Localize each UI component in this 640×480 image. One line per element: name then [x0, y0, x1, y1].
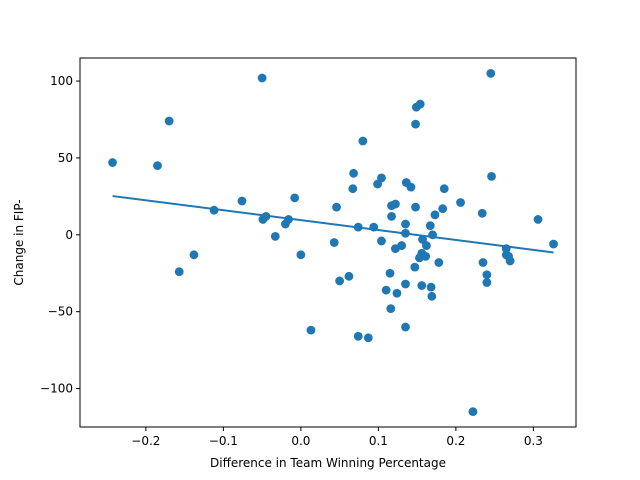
- data-point: [363, 333, 373, 343]
- data-point: [478, 258, 488, 267]
- data-point: [439, 184, 449, 194]
- y-tick-label: 100: [50, 74, 73, 88]
- y-tick-label: 50: [58, 151, 73, 165]
- data-point: [411, 202, 420, 212]
- x-tick-label: 0.0: [291, 434, 310, 448]
- data-point: [237, 196, 247, 206]
- data-point: [257, 73, 267, 83]
- data-point: [427, 291, 437, 301]
- data-point: [391, 199, 400, 209]
- x-tick-label: 0.1: [369, 434, 388, 448]
- data-point: [430, 210, 440, 220]
- data-point: [434, 258, 444, 267]
- x-tick-label: −0.2: [131, 434, 160, 448]
- data-point: [486, 68, 496, 78]
- data-point: [381, 285, 391, 295]
- data-point: [397, 241, 407, 250]
- y-axis-label: Change in FIP-: [12, 199, 26, 285]
- data-point: [377, 236, 386, 246]
- data-point: [482, 270, 492, 280]
- y-axis-ticks: −100 −50 0 50 100: [40, 74, 80, 396]
- trend-line: [112, 195, 554, 254]
- data-point: [415, 99, 425, 109]
- plot-frame: [79, 57, 577, 428]
- data-point: [438, 204, 448, 214]
- data-point: [456, 198, 465, 207]
- data-point: [329, 238, 339, 247]
- data-point: [549, 239, 558, 249]
- data-point: [353, 331, 363, 341]
- data-point: [406, 182, 416, 192]
- data-point: [401, 322, 410, 332]
- x-tick-label: 0.2: [446, 434, 465, 448]
- data-point: [421, 251, 431, 261]
- data-point: [174, 267, 184, 277]
- data-point: [386, 304, 396, 314]
- data-point: [306, 325, 316, 335]
- y-tick-label: −50: [48, 305, 73, 319]
- data-point: [164, 116, 174, 126]
- data-point: [425, 221, 435, 230]
- data-point: [387, 211, 396, 221]
- data-point: [468, 407, 478, 417]
- data-point: [348, 184, 358, 194]
- data-point: [401, 219, 410, 229]
- data-point: [332, 202, 341, 212]
- plot-content: [108, 68, 558, 417]
- data-point: [153, 161, 162, 171]
- x-axis-label: Difference in Team Winning Percentage: [210, 456, 446, 470]
- data-point: [410, 262, 420, 272]
- y-tick-label: −100: [40, 382, 73, 396]
- y-tick-label: 0: [65, 228, 73, 242]
- x-tick-label: −0.1: [209, 434, 238, 448]
- data-point: [487, 171, 496, 181]
- data-point: [411, 119, 420, 129]
- x-axis-ticks: −0.2 −0.1 0.0 0.1 0.2 0.3: [131, 427, 543, 448]
- data-point: [108, 158, 117, 167]
- data-point: [296, 250, 306, 260]
- data-point: [189, 250, 199, 260]
- data-point: [417, 281, 427, 290]
- data-point: [344, 271, 354, 281]
- data-point: [392, 288, 402, 298]
- data-point: [377, 173, 386, 183]
- data-point: [358, 136, 368, 146]
- data-point: [505, 256, 515, 266]
- x-tick-label: 0.3: [524, 434, 543, 448]
- data-point: [482, 278, 492, 287]
- data-point: [349, 168, 358, 178]
- data-point: [401, 279, 410, 289]
- data-point: [270, 231, 280, 241]
- data-point: [533, 215, 543, 224]
- data-point: [422, 241, 431, 250]
- data-point: [290, 193, 300, 203]
- data-point: [477, 208, 487, 218]
- data-point: [335, 276, 345, 286]
- data-point: [385, 268, 395, 278]
- data-point: [426, 282, 436, 292]
